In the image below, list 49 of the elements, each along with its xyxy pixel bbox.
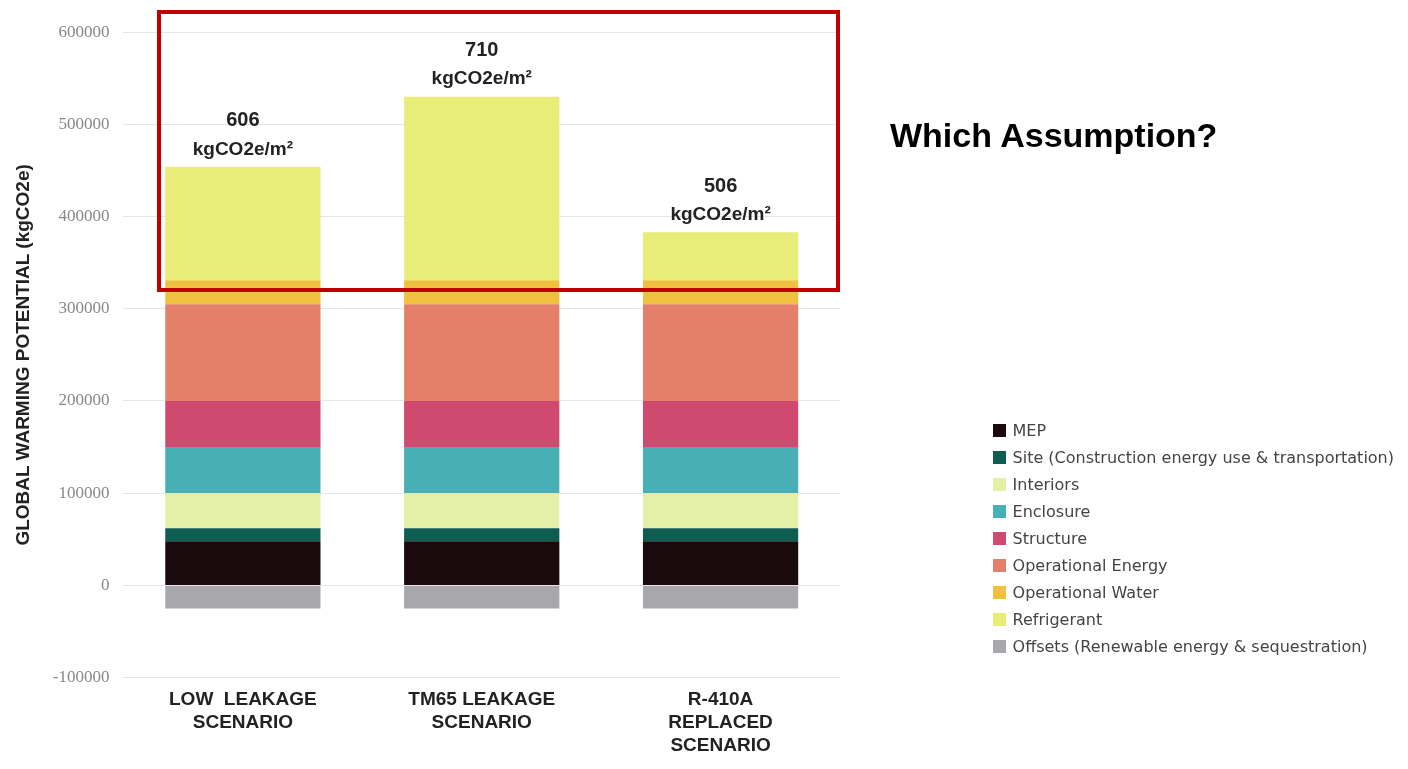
bar <box>642 401 799 448</box>
bar <box>642 493 799 529</box>
bar <box>404 541 560 585</box>
bar <box>404 493 560 529</box>
bar <box>165 304 321 401</box>
bar <box>404 447 560 494</box>
y-tick-label: 100000 <box>58 482 110 502</box>
bar <box>642 232 799 281</box>
annotation: 606 kgCO2e/m² <box>192 108 294 159</box>
bar <box>642 541 799 585</box>
legend-label: Interiors <box>1012 474 1080 496</box>
bar <box>165 401 321 448</box>
legend-label: Site (Construction energy use & transportation) <box>1012 447 1394 469</box>
legend-label: MEP <box>1012 420 1047 442</box>
bar <box>404 304 560 401</box>
y-tick-label: 200000 <box>58 390 110 410</box>
bar <box>404 96 560 281</box>
legend-label: Structure <box>1012 528 1087 550</box>
bar <box>165 528 321 542</box>
bar <box>404 528 560 542</box>
text: Which Assumption? <box>890 116 1218 155</box>
bar <box>404 401 560 448</box>
annotation: 506 kgCO2e/m² <box>670 173 771 225</box>
bar <box>165 447 321 494</box>
bar <box>165 541 321 585</box>
y-tick-label: -100000 <box>52 667 110 687</box>
y-tick-label: 600000 <box>58 21 110 41</box>
x-tick-label: TM65 LEAKAGE SCENARIO <box>408 688 556 733</box>
legend-label: Operational Water <box>1012 582 1159 604</box>
y-tick-label: 300000 <box>58 298 110 318</box>
bar <box>404 585 560 609</box>
legend-label: Refrigerant <box>1012 609 1103 631</box>
bar <box>642 585 799 609</box>
bar <box>642 447 799 494</box>
y-tick-label: 0 <box>100 574 110 594</box>
y-axis-title: GLOBAL WARMING POTENTIAL (kgCO2e) <box>11 164 33 546</box>
bar <box>165 166 321 281</box>
x-tick-label: LOW LEAKAGE SCENARIO <box>168 688 317 733</box>
legend-label: Operational Energy <box>1012 555 1168 577</box>
bar <box>165 585 321 609</box>
annotation: 710 kgCO2e/m² <box>431 38 532 89</box>
x-tick-label: R-410A REPLACED SCENARIO <box>668 688 773 755</box>
bar <box>165 493 321 529</box>
y-tick-label: 500000 <box>58 113 110 133</box>
bar <box>642 304 799 401</box>
bar <box>642 528 799 542</box>
legend-label: Offsets (Renewable energy & sequestration) <box>1012 636 1368 658</box>
y-tick-label: 400000 <box>58 206 110 226</box>
legend-label: Enclosure <box>1012 501 1091 523</box>
